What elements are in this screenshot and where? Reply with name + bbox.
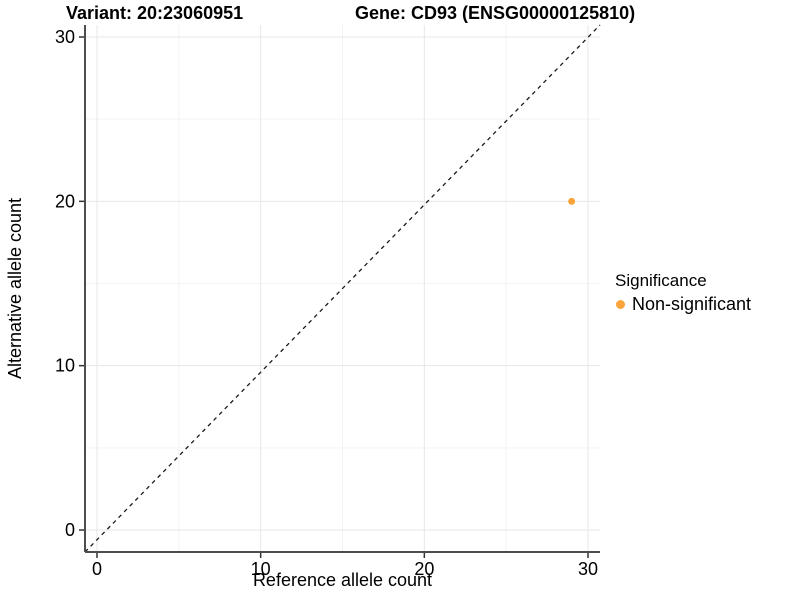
y-tick-label: 0: [65, 520, 75, 540]
legend-item-label: Non-significant: [632, 293, 752, 314]
y-tick-label: 10: [55, 356, 75, 376]
x-axis-title: Reference allele count: [253, 570, 432, 590]
y-tick-label: 30: [55, 27, 75, 47]
y-tick-label: 20: [55, 191, 75, 211]
legend-title: Significance: [615, 271, 707, 290]
legend: Significance Non-significant: [614, 271, 751, 315]
data-point: [568, 197, 576, 205]
identity-dashed-line: [84, 24, 601, 553]
variant-title: Variant: 20:23060951: [66, 3, 244, 23]
x-tick-label: 20: [414, 559, 434, 579]
gene-title: Gene: CD93 (ENSG00000125810): [355, 3, 636, 23]
legend-item-non-significant: Non-significant: [614, 293, 751, 315]
x-tick-label: 10: [251, 559, 271, 579]
x-tick-label: 0: [92, 559, 102, 579]
legend-key-dot: [616, 299, 625, 309]
x-tick-label: 30: [578, 559, 598, 579]
y-axis-title: Alternative allele count: [5, 198, 25, 379]
